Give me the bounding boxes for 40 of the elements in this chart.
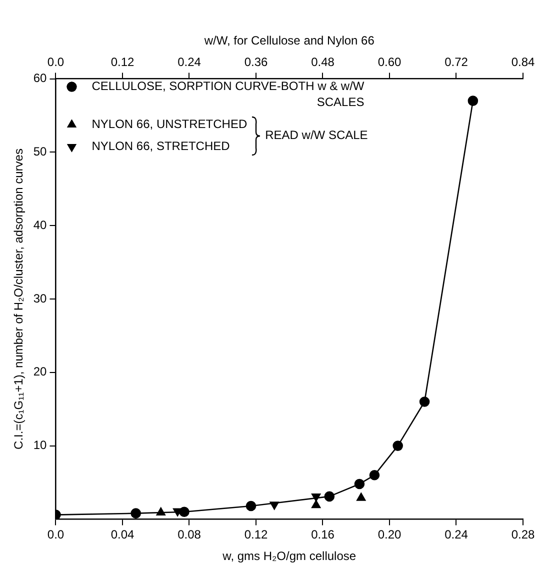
point: [179, 506, 190, 518]
y-tick-label: 50: [33, 144, 48, 159]
x2-tick-label: 0.60: [378, 54, 402, 69]
x-tick-label: 0.24: [444, 528, 468, 542]
point: [369, 470, 380, 480]
x2-tick-label: 0.24: [178, 54, 202, 69]
x-tick-label: 0.28: [511, 528, 535, 542]
point: [419, 396, 430, 407]
point: [246, 500, 256, 512]
x-tick-label: 0.0: [47, 528, 64, 542]
x2-tick-label: 0.72: [444, 54, 468, 69]
x2-tick-label: 0.12: [110, 54, 134, 69]
point: [468, 96, 478, 106]
x2-tick-label: 0.84: [511, 54, 535, 69]
point: [354, 478, 365, 490]
x2-tick-label: 0.0: [47, 54, 64, 69]
x-tick-label: 0.12: [244, 528, 268, 542]
y-tick-label: 60: [33, 71, 48, 86]
legend-label: NYLON 66, UNSTRETCHED: [92, 117, 248, 132]
x-tick-label: 0.16: [311, 528, 335, 542]
y-tick-label: 30: [33, 291, 48, 306]
point: [356, 492, 366, 501]
y-tick-label: 10: [33, 438, 48, 452]
x-tick-label: 0.08: [178, 528, 202, 542]
y-tick-label: 40: [33, 218, 48, 232]
point: [130, 508, 141, 518]
x2-tick-label: 0.48: [311, 54, 335, 69]
x-axis-title: w, gms H₂O/gm cellulose: [222, 549, 356, 564]
x2-axis-title: w/W, for Cellulose and Nylon 66: [203, 34, 375, 48]
legend-label: NYLON 66, STRETCHED: [92, 139, 230, 154]
point: [312, 500, 321, 508]
annotation: READ w/W SCALE: [265, 128, 368, 142]
y-axis-title: C.I.=(c₁G₁₁+1), number of H₂O/cluster, adsorption curves: [12, 148, 26, 450]
x-tick-label: 0.20: [378, 528, 402, 542]
x-tick-label: 0.04: [110, 528, 134, 542]
x2-tick-label: 0.36: [244, 54, 268, 69]
legend-label: CELLULOSE, SORPTION CURVE-BOTH w & w/W SCALES: [92, 79, 365, 110]
y-tick-label: 20: [33, 364, 48, 379]
point: [324, 491, 335, 502]
point: [392, 440, 403, 451]
